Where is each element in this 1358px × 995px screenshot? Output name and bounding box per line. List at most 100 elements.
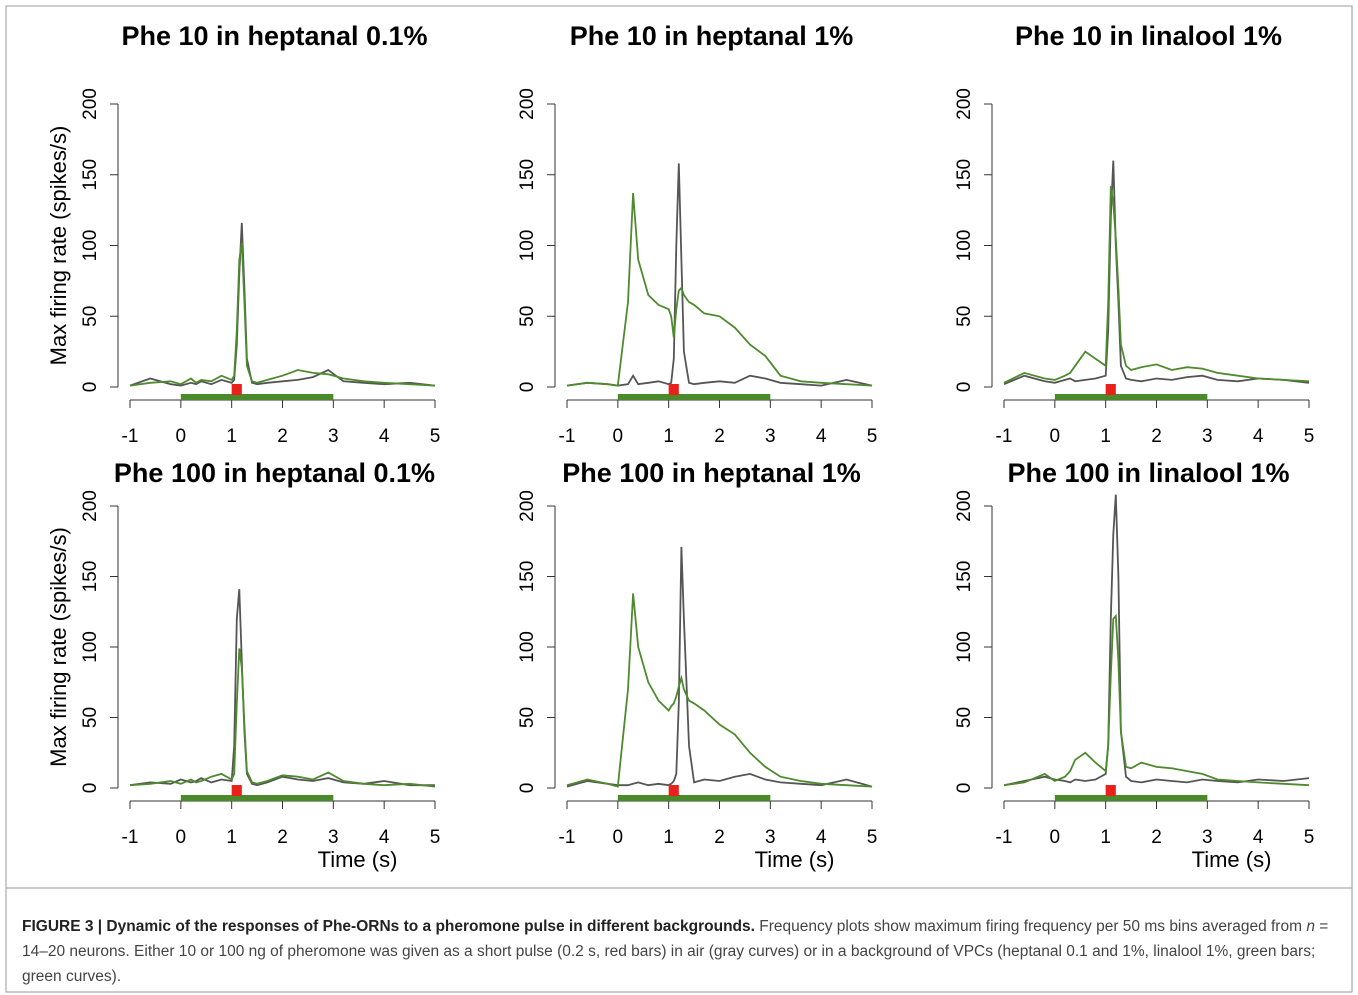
y-tick-label: 0 — [80, 382, 101, 393]
data-line — [566, 163, 873, 387]
pulse-bar — [668, 785, 679, 796]
x-axis-label: Time (s) — [1192, 847, 1272, 872]
x-tick-label: 3 — [328, 827, 339, 848]
x-tick-label: 2 — [714, 426, 725, 447]
x-tick-label: 0 — [176, 827, 187, 848]
x-tick-label: 3 — [328, 426, 339, 447]
x-tick-label: -1 — [122, 827, 139, 848]
x-tick-label: 5 — [867, 827, 878, 848]
x-tick-label: 1 — [226, 426, 237, 447]
x-tick-label: 2 — [277, 827, 288, 848]
background-bar — [1054, 795, 1208, 801]
data-line — [129, 242, 436, 387]
data-line — [566, 546, 873, 788]
data-line — [1003, 613, 1310, 787]
x-tick-label: 5 — [867, 426, 878, 447]
y-tick-label: 150 — [954, 159, 975, 191]
chart-title: Phe 100 in heptanal 1% — [562, 458, 861, 488]
x-tick-label: 0 — [613, 426, 624, 447]
y-tick-label: 200 — [954, 490, 975, 522]
y-axis-label: Max firing rate (spikes/s) — [46, 527, 71, 767]
x-axis-label: Time (s) — [755, 847, 835, 872]
data-line — [1003, 494, 1310, 787]
background-bar — [617, 795, 771, 801]
x-tick-label: 1 — [663, 827, 674, 848]
y-tick-label: 50 — [80, 306, 101, 327]
x-axis-label: Time (s) — [318, 847, 398, 872]
x-tick-label: 4 — [816, 426, 827, 447]
x-tick-label: -1 — [559, 426, 576, 447]
y-tick-label: 100 — [954, 631, 975, 663]
x-tick-label: 4 — [816, 827, 827, 848]
pulse-bar — [668, 384, 679, 395]
figure-frame — [5, 5, 1353, 993]
data-line — [1003, 160, 1310, 386]
y-tick-label: 150 — [517, 159, 538, 191]
y-tick-label: 0 — [80, 783, 101, 794]
caption-bold: FIGURE 3 | Dynamic of the responses of P… — [22, 918, 755, 935]
x-tick-label: 5 — [1304, 426, 1315, 447]
background-bar — [1054, 394, 1208, 400]
y-tick-label: 50 — [517, 707, 538, 728]
y-tick-label: 150 — [517, 561, 538, 593]
x-tick-label: 3 — [1202, 827, 1213, 848]
y-tick-label: 0 — [517, 783, 538, 794]
x-tick-label: 0 — [1050, 827, 1061, 848]
y-tick-label: 0 — [954, 783, 975, 794]
x-tick-label: 3 — [1202, 426, 1213, 447]
x-tick-label: 2 — [1151, 827, 1162, 848]
x-tick-label: -1 — [122, 426, 139, 447]
x-tick-label: -1 — [996, 426, 1013, 447]
y-tick-label: 150 — [80, 561, 101, 593]
x-tick-label: 5 — [1304, 827, 1315, 848]
x-tick-label: 4 — [1253, 827, 1264, 848]
chart-title: Phe 100 in linalool 1% — [1007, 458, 1289, 488]
x-tick-label: 5 — [430, 426, 441, 447]
y-tick-label: 0 — [517, 382, 538, 393]
x-tick-label: 5 — [430, 827, 441, 848]
y-tick-label: 100 — [517, 230, 538, 262]
y-axis-label: Max firing rate (spikes/s) — [46, 126, 71, 366]
chart-title: Phe 10 in heptanal 1% — [570, 21, 854, 51]
y-tick-label: 50 — [517, 306, 538, 327]
caption-italic: n — [1306, 918, 1315, 935]
y-tick-label: 200 — [80, 490, 101, 522]
y-tick-label: 50 — [80, 707, 101, 728]
data-line — [566, 593, 873, 788]
x-tick-label: 3 — [765, 426, 776, 447]
y-tick-label: 200 — [954, 88, 975, 120]
x-tick-label: -1 — [559, 827, 576, 848]
x-tick-label: 3 — [765, 827, 776, 848]
y-tick-label: 100 — [954, 230, 975, 262]
x-tick-label: 2 — [1151, 426, 1162, 447]
y-tick-label: 200 — [517, 490, 538, 522]
x-tick-label: 4 — [1253, 426, 1264, 447]
background-bar — [617, 394, 771, 400]
pulse-bar — [231, 384, 242, 395]
y-tick-label: 200 — [517, 88, 538, 120]
y-tick-label: 100 — [80, 230, 101, 262]
background-bar — [180, 394, 334, 400]
x-tick-label: 0 — [176, 426, 187, 447]
x-tick-label: 0 — [1050, 426, 1061, 447]
y-tick-label: 200 — [80, 88, 101, 120]
chart-title: Phe 10 in heptanal 0.1% — [121, 21, 427, 51]
caption-text: Frequency plots show maximum firing freq… — [754, 918, 1307, 935]
pulse-bar — [231, 785, 242, 796]
y-tick-label: 50 — [954, 306, 975, 327]
pulse-bar — [1105, 785, 1116, 796]
y-tick-label: 100 — [517, 631, 538, 663]
chart-title: Phe 100 in heptanal 0.1% — [114, 458, 435, 488]
data-line — [129, 589, 435, 787]
x-tick-label: 1 — [663, 426, 674, 447]
y-tick-label: 100 — [80, 631, 101, 663]
y-tick-label: 0 — [954, 382, 975, 393]
data-line — [129, 648, 436, 788]
data-line — [129, 222, 436, 387]
chart-title: Phe 10 in linalool 1% — [1015, 21, 1282, 51]
caption-text: = 14–20 neurons. Either 10 or 100 ng of … — [22, 918, 1329, 985]
pulse-bar — [1105, 384, 1116, 395]
background-bar — [180, 795, 334, 801]
